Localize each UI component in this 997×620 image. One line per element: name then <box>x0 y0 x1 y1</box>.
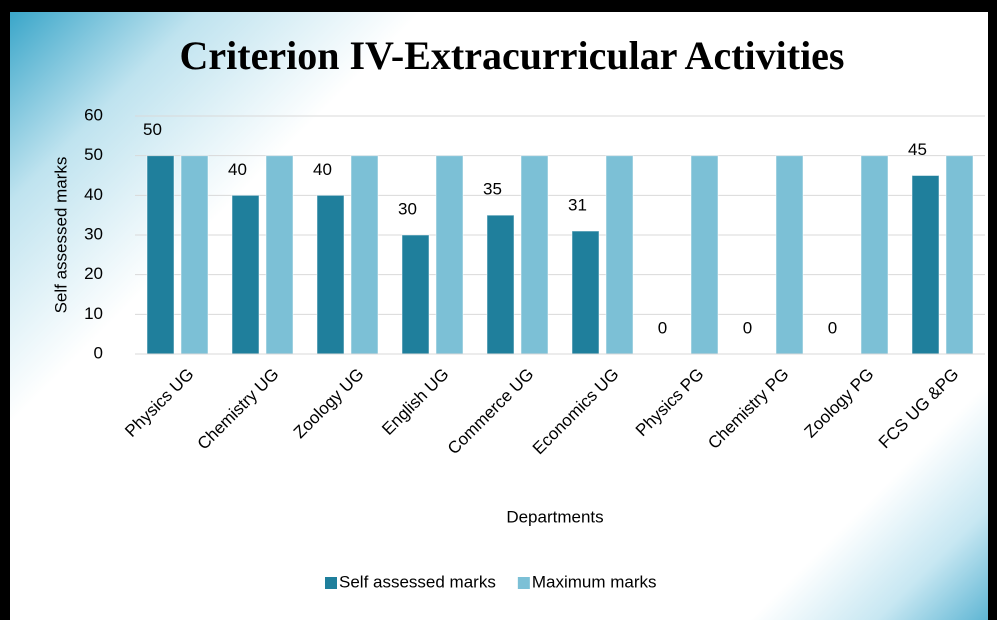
y-tick-label: 60 <box>84 105 103 124</box>
data-label: 31 <box>568 196 587 215</box>
bar <box>520 155 549 355</box>
bar <box>435 155 464 355</box>
legend-label: Maximum marks <box>532 572 657 591</box>
x-tick-label: Chemistry PG <box>704 365 792 453</box>
y-tick-label: 20 <box>84 264 103 283</box>
data-label: 0 <box>658 318 667 337</box>
legend-swatch <box>325 577 337 589</box>
bar <box>401 234 430 355</box>
x-tick-label: Economics UG <box>529 365 623 459</box>
bar <box>231 194 260 355</box>
bar <box>775 155 804 355</box>
data-label: 0 <box>828 318 837 337</box>
bar <box>316 194 345 355</box>
x-tick-label: Zoology PG <box>801 365 878 442</box>
y-tick-label: 30 <box>84 224 103 243</box>
data-label: 40 <box>228 160 247 179</box>
x-axis-label: Departments <box>506 507 603 526</box>
y-tick-label: 0 <box>94 343 103 362</box>
bar <box>486 214 515 355</box>
y-tick-label: 50 <box>84 145 103 164</box>
bar <box>605 155 634 355</box>
bar <box>571 230 600 355</box>
bar <box>911 175 940 355</box>
data-label: 50 <box>143 120 162 139</box>
x-tick-label: Physics UG <box>121 365 197 441</box>
data-label: 35 <box>483 180 502 199</box>
chart-title: Criterion IV-Extracurricular Activities <box>180 33 845 78</box>
bar <box>265 155 294 355</box>
bar <box>860 155 889 355</box>
data-label: 0 <box>743 318 752 337</box>
legend-swatch <box>517 577 530 589</box>
x-tick-label: Zoology UG <box>290 365 368 443</box>
bar <box>945 155 974 355</box>
y-tick-label: 10 <box>84 304 103 323</box>
x-tick-label: English UG <box>378 365 452 439</box>
bar <box>180 155 209 355</box>
bar <box>350 155 379 355</box>
x-tick-label: Chemistry UG <box>194 365 283 454</box>
data-label: 30 <box>398 199 417 218</box>
legend-label: Self assessed marks <box>339 572 496 591</box>
y-tick-label: 40 <box>84 185 103 204</box>
x-tick-label: Physics PG <box>632 365 708 441</box>
x-tick-label: Commerce UG <box>444 365 538 459</box>
data-label: 45 <box>908 140 927 159</box>
y-axis-label: Self assessed marks <box>51 157 70 314</box>
bar <box>690 155 719 355</box>
data-label: 40 <box>313 160 332 179</box>
x-tick-label: FCS UG &PG <box>875 365 963 453</box>
bar <box>146 155 175 355</box>
